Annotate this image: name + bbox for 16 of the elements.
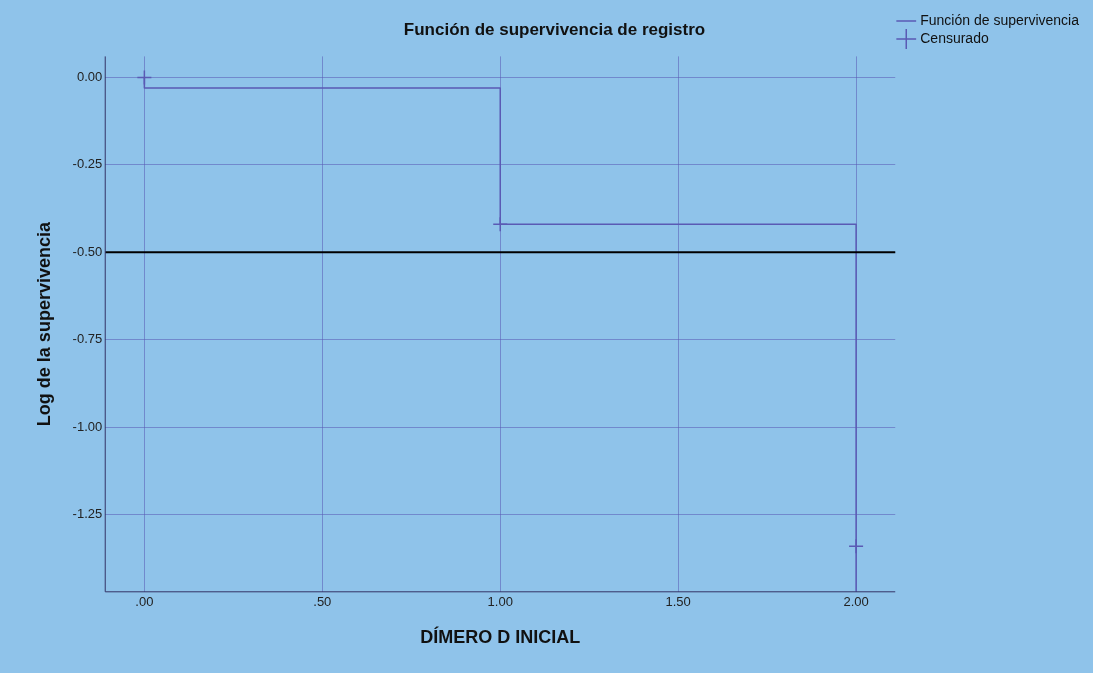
legend-label: Función de supervivencia: [920, 11, 1080, 28]
chart-title: Función de supervivencia de registro: [403, 19, 706, 39]
legend-label: Censurado: [920, 29, 989, 46]
y-tick-label: -1.00: [72, 418, 103, 434]
x-tick-label: .00: [135, 594, 154, 610]
x-axis-title: DÍMERO D INICIAL: [420, 626, 581, 648]
y-tick-label: -1.25: [72, 506, 103, 522]
y-tick-label: -0.50: [72, 243, 103, 259]
y-tick-label: -0.75: [72, 331, 103, 347]
x-tick-label: 1.50: [665, 594, 691, 610]
x-tick-label: .50: [313, 594, 332, 610]
y-axis-title: Log de la supervivencia: [33, 221, 54, 427]
y-tick-label: -0.25: [72, 156, 103, 172]
x-tick-label: 1.00: [487, 594, 513, 610]
y-tick-label: 0.00: [76, 68, 103, 84]
x-tick-label: 2.00: [843, 594, 869, 610]
